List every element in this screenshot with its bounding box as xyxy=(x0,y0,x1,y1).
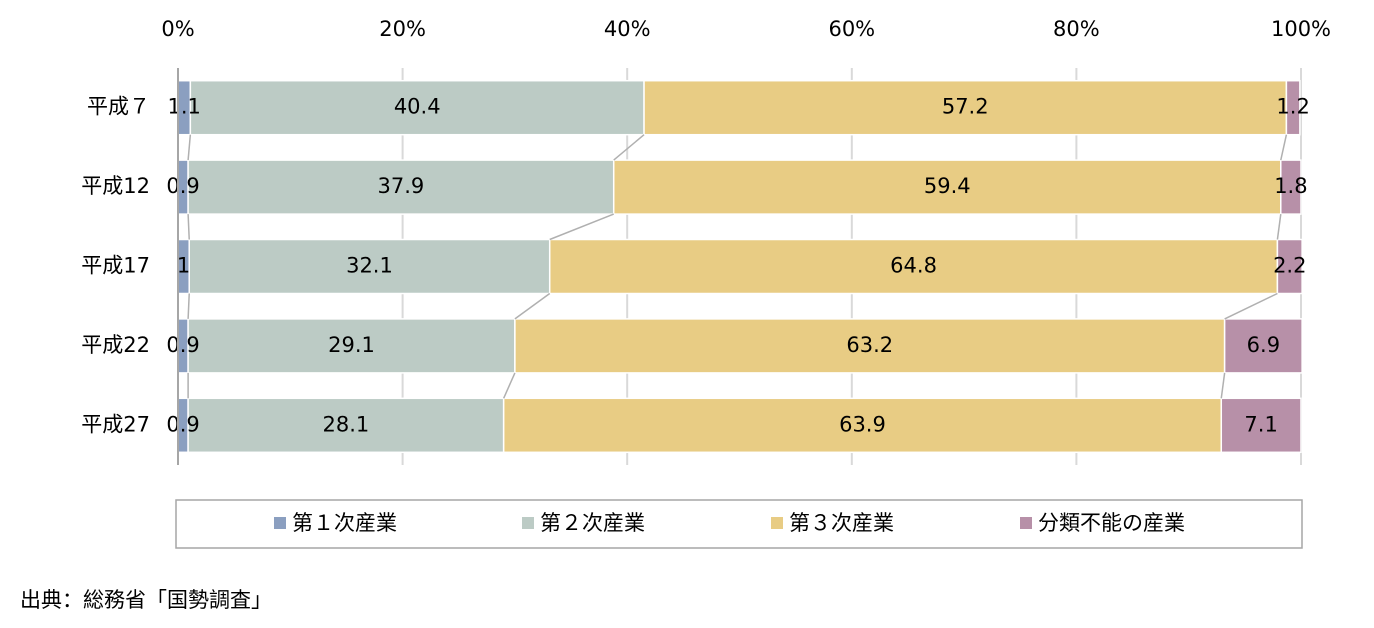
data-label: 0.9 xyxy=(166,412,199,436)
data-label: 32.1 xyxy=(346,254,393,278)
series-line xyxy=(1280,134,1288,161)
series-line xyxy=(613,134,645,161)
x-tick-label: 60% xyxy=(828,17,875,41)
data-label: 0.9 xyxy=(166,174,199,198)
x-tick-label: 40% xyxy=(604,17,651,41)
bar-segment xyxy=(1220,397,1302,454)
legend-label: 第２次産業 xyxy=(540,511,645,535)
legend-swatch xyxy=(771,517,783,529)
legend-box xyxy=(175,499,1303,549)
bar-segment xyxy=(187,159,615,215)
bar-segment xyxy=(187,397,505,454)
data-label: 40.4 xyxy=(394,95,441,119)
series-line xyxy=(549,213,615,241)
data-label: 63.9 xyxy=(839,412,886,436)
legend-label: 分類不能の産業 xyxy=(1038,511,1185,535)
bar-segment xyxy=(514,318,1226,374)
series-line xyxy=(1276,214,1282,240)
data-label: 28.1 xyxy=(323,412,370,436)
bar-segment xyxy=(548,238,1279,295)
series-line xyxy=(187,214,190,240)
data-label: 59.4 xyxy=(924,174,971,198)
series-line xyxy=(187,293,190,319)
series-line xyxy=(187,134,192,161)
data-label: 64.8 xyxy=(890,254,937,278)
x-tick-label: 80% xyxy=(1053,17,1100,41)
legend-swatch xyxy=(522,517,534,529)
data-label: 0.9 xyxy=(166,333,199,357)
y-tick-label: 平成27 xyxy=(81,412,150,436)
x-tick-label: 100% xyxy=(1271,17,1331,41)
data-label: 6.9 xyxy=(1247,333,1280,357)
legend-swatch xyxy=(1020,517,1032,529)
bar-segment xyxy=(188,238,551,295)
data-label: 1.8 xyxy=(1274,174,1307,198)
bar-segment xyxy=(643,79,1288,136)
y-tick-label: 平成７ xyxy=(87,95,150,119)
bar-segment xyxy=(612,159,1282,215)
legend-label: 第１次産業 xyxy=(292,511,397,535)
bar-segment xyxy=(187,318,516,374)
legend-swatch xyxy=(274,517,286,529)
data-label: 1.1 xyxy=(167,95,200,119)
data-label: 57.2 xyxy=(942,95,989,119)
y-tick-label: 平成22 xyxy=(81,333,150,357)
data-label: 1.2 xyxy=(1276,95,1309,119)
y-tick-label: 平成12 xyxy=(81,174,150,198)
data-label: 29.1 xyxy=(328,333,375,357)
series-line xyxy=(514,292,551,320)
data-label: 2.2 xyxy=(1273,254,1306,278)
x-tick-label: 0% xyxy=(161,17,194,41)
bar-segment xyxy=(1280,159,1302,215)
source-note: 出典：総務省「国勢調査」 xyxy=(20,588,272,612)
series-line xyxy=(502,372,516,399)
series-line xyxy=(1224,292,1278,320)
data-label: 7.1 xyxy=(1244,412,1277,436)
data-label: 63.2 xyxy=(846,333,893,357)
bar-segment xyxy=(1285,79,1301,136)
legend-label: 第３次産業 xyxy=(789,511,894,535)
bar-segment xyxy=(1276,238,1303,295)
data-label: 37.9 xyxy=(378,174,425,198)
data-label: 1 xyxy=(177,254,190,278)
bar-segment xyxy=(502,397,1223,454)
x-tick-label: 20% xyxy=(379,17,426,41)
series-line xyxy=(1220,372,1226,399)
bar-segment xyxy=(1223,318,1303,374)
y-tick-label: 平成17 xyxy=(81,254,150,278)
